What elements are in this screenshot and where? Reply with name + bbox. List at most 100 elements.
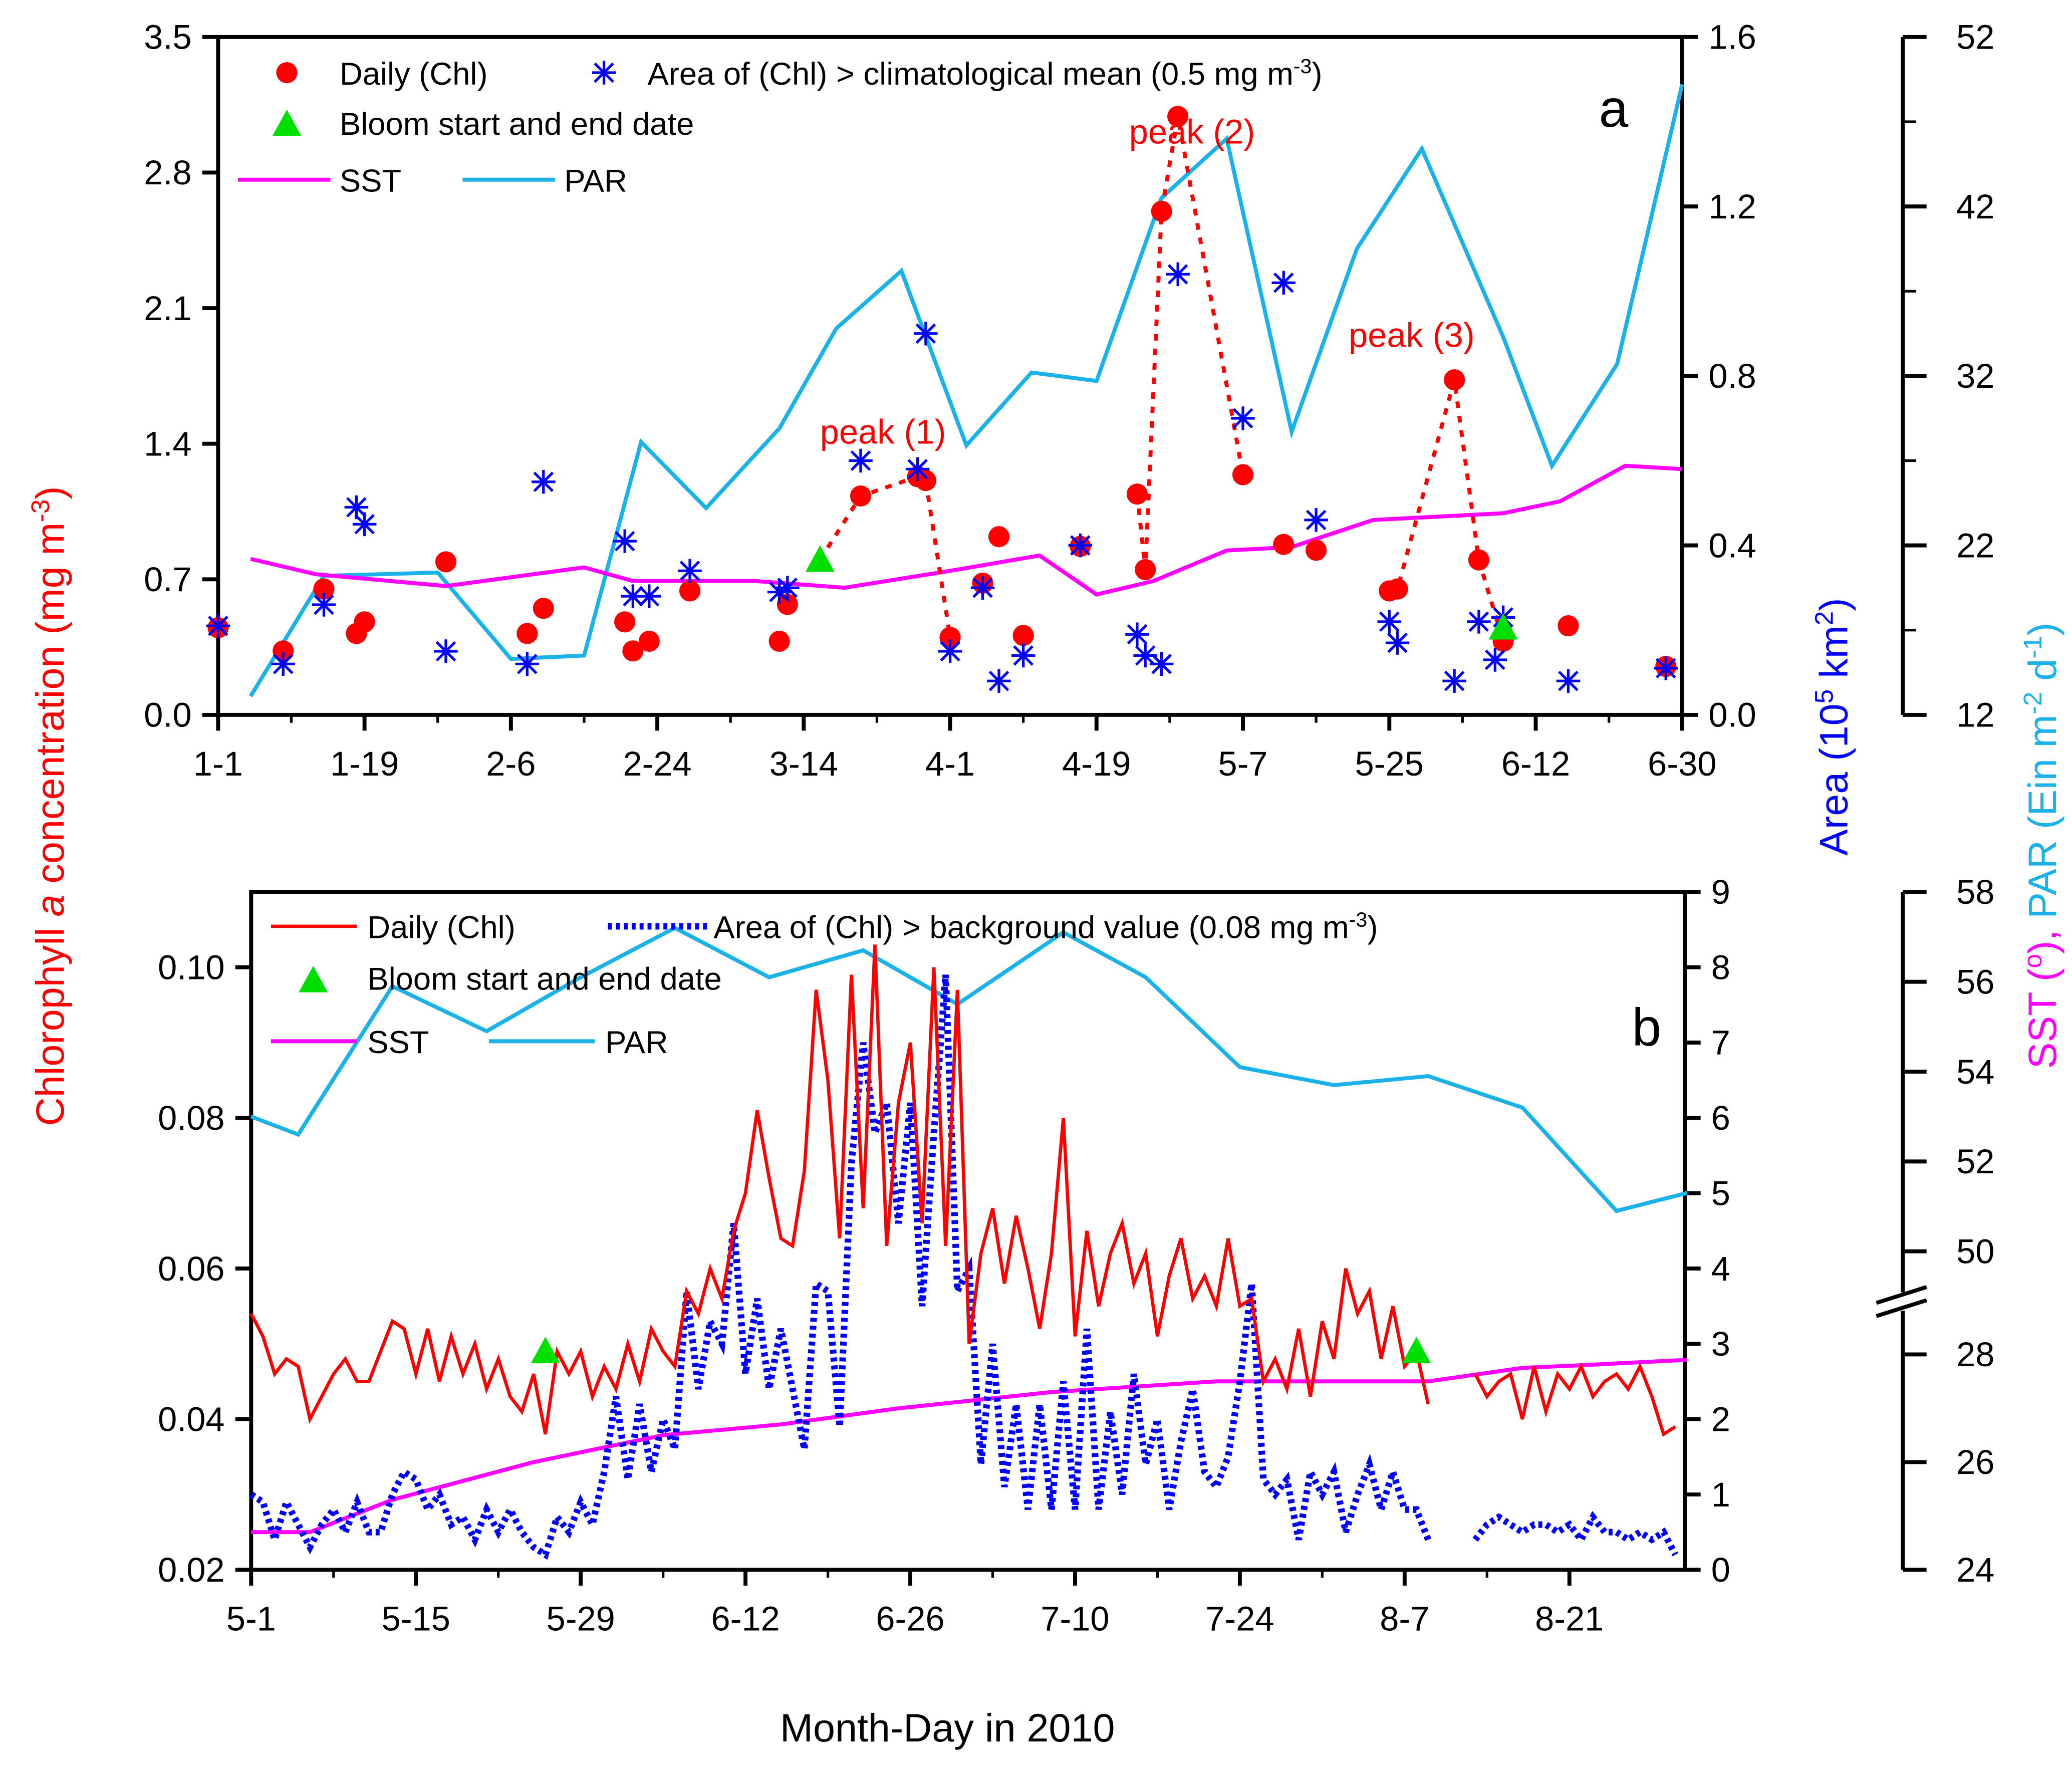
- chl-daily-point: [1387, 578, 1408, 600]
- x-tick-label: 4-1: [925, 744, 975, 783]
- far-tick-label: 42: [1956, 187, 1994, 226]
- area-point: [775, 576, 800, 600]
- chl-daily-point: [1468, 549, 1489, 571]
- legend-area-label-part: ): [1312, 57, 1322, 92]
- area-point: [767, 580, 792, 604]
- area-point: [1377, 610, 1402, 634]
- area-point: [1385, 631, 1410, 655]
- chl-daily-point: [1444, 369, 1465, 391]
- shared-axis-titles: Chlorophyll a concentration (mg m-3)Area…: [26, 486, 2064, 1750]
- y-left-tick-label: 0.06: [158, 1249, 224, 1288]
- panel-a: 1-1 1-19 2-6 2-24 3-14 4-1 4-19 5-7 5-25 6-12 6-30…: [144, 18, 1994, 784]
- area-point: [678, 559, 702, 583]
- y-left-tick-label: 0.02: [158, 1551, 224, 1589]
- y-far-title-part: -2: [2018, 692, 2047, 715]
- x-tick-label: 6-26: [876, 1600, 944, 1638]
- area-point: [970, 576, 995, 600]
- y-area-tick-label: 2: [1711, 1400, 1730, 1438]
- far-par-tick-label: 56: [1956, 962, 1994, 1001]
- chl-daily-point: [915, 470, 936, 491]
- x-tick-label: 5-1: [226, 1600, 276, 1638]
- area-line: [249, 974, 1431, 1560]
- panel-b: 5-1 5-15 5-29 6-12 6-26 7-10 7-24 8-7 8-21 0.02 0.…: [158, 873, 1994, 1638]
- chl-daily-point: [516, 623, 538, 644]
- area-point: [1166, 262, 1190, 287]
- y-area-tick-label: 1.6: [1708, 18, 1756, 57]
- y-left-tick-label: 0.04: [158, 1400, 224, 1438]
- area-point: [1271, 271, 1296, 295]
- far-sst-tick-label: 28: [1956, 1335, 1994, 1374]
- bloom-date-marker: [531, 1337, 560, 1364]
- chl-daily-point: [622, 640, 644, 662]
- far-tick-label: 12: [1956, 696, 1994, 734]
- area-point: [1483, 648, 1507, 672]
- legend-sst-label: SST: [340, 163, 401, 198]
- area-point: [914, 322, 938, 346]
- y-area-title-part: ): [1811, 598, 1856, 611]
- y-area-tick-label: 0.4: [1708, 526, 1756, 565]
- area-point: [1149, 652, 1174, 676]
- chl-daily-point: [273, 640, 294, 662]
- y-area-title: Area (105 km2): [1809, 598, 1856, 855]
- y-area-tick-label: 9: [1711, 873, 1730, 911]
- chl-daily-point: [1232, 464, 1254, 485]
- sst-line: [251, 1358, 1687, 1535]
- chl-daily-point: [776, 594, 798, 615]
- y-left-title-part: -3: [26, 499, 55, 523]
- far-sst-tick-label: 24: [1956, 1551, 1994, 1589]
- y-area-title-part: 5: [1809, 689, 1838, 704]
- legend-area-label-part: ): [1367, 910, 1378, 945]
- y-area-tick-label: 1: [1711, 1475, 1730, 1514]
- legend-par-label: PAR: [564, 163, 627, 198]
- legend-bloom-symbol: [272, 109, 302, 136]
- x-tick-label: 5-29: [547, 1600, 615, 1638]
- legend: Daily (Chl) Area of (Chl) > climatologica…: [237, 55, 1323, 198]
- chl-daily-point: [313, 578, 335, 600]
- area-point: [515, 652, 540, 676]
- area-point: [532, 470, 556, 494]
- x-tick-label: 5-7: [1218, 744, 1267, 783]
- area-point: [206, 614, 230, 638]
- x-axis-title: Month-Day in 2010: [780, 1705, 1115, 1750]
- area-point: [434, 639, 458, 663]
- legend: Daily (Chl) Area of (Chl) > background va…: [271, 908, 1378, 1060]
- chl-daily-line: [249, 944, 1430, 1435]
- y-left-tick-label: 0.7: [144, 560, 191, 599]
- x-tick-label: 5-15: [382, 1600, 450, 1638]
- legend-area-label: Area of (Chl) > climatological mean (0.5…: [648, 55, 1323, 92]
- y-left-title-part: a: [28, 895, 72, 917]
- chl-daily-point: [1306, 540, 1327, 561]
- axis-break-icon: [1876, 1285, 1927, 1318]
- area-point: [1304, 508, 1328, 532]
- sst-line: [250, 463, 1682, 597]
- far-tick-label: 22: [1956, 526, 1994, 565]
- bloom-date-marker: [1488, 613, 1518, 640]
- far-par-tick-label: 50: [1956, 1232, 1994, 1271]
- chl-daily-point: [354, 611, 375, 633]
- plot-marks: [249, 925, 1688, 1560]
- chl-daily-point: [850, 485, 872, 507]
- area-point: [613, 529, 637, 553]
- chl-daily-point: [533, 598, 554, 619]
- x-tick-label: 5-25: [1355, 744, 1424, 783]
- chl-daily-point: [939, 627, 961, 648]
- y-left-title-part: concentration (mg m: [28, 523, 72, 895]
- y-left-tick-label: 3.5: [144, 18, 191, 57]
- y-area-tick-label: 1.2: [1708, 187, 1756, 226]
- chl-daily-point: [1126, 483, 1148, 505]
- far-sst-tick-label: 26: [1956, 1443, 1994, 1481]
- panel-label: a: [1599, 79, 1629, 138]
- area-point: [352, 512, 377, 537]
- chl-daily-point: [638, 630, 660, 652]
- y-left-tick-label: 2.8: [144, 153, 191, 192]
- peak-connector-line: [1135, 116, 1245, 570]
- y-area-tick-label: 0.0: [1708, 696, 1756, 734]
- area-point: [938, 639, 962, 663]
- far-tick-label: 32: [1956, 357, 1994, 395]
- area-point: [1231, 406, 1255, 430]
- plot-marks: peak (1) peak (2) peak (3): [206, 84, 1684, 697]
- y-left-tick-label: 2.1: [144, 289, 191, 328]
- y-area-tick-label: 5: [1711, 1174, 1730, 1212]
- y-far-title-part: ): [2020, 623, 2064, 636]
- y-far-title-part: -1: [2018, 636, 2047, 659]
